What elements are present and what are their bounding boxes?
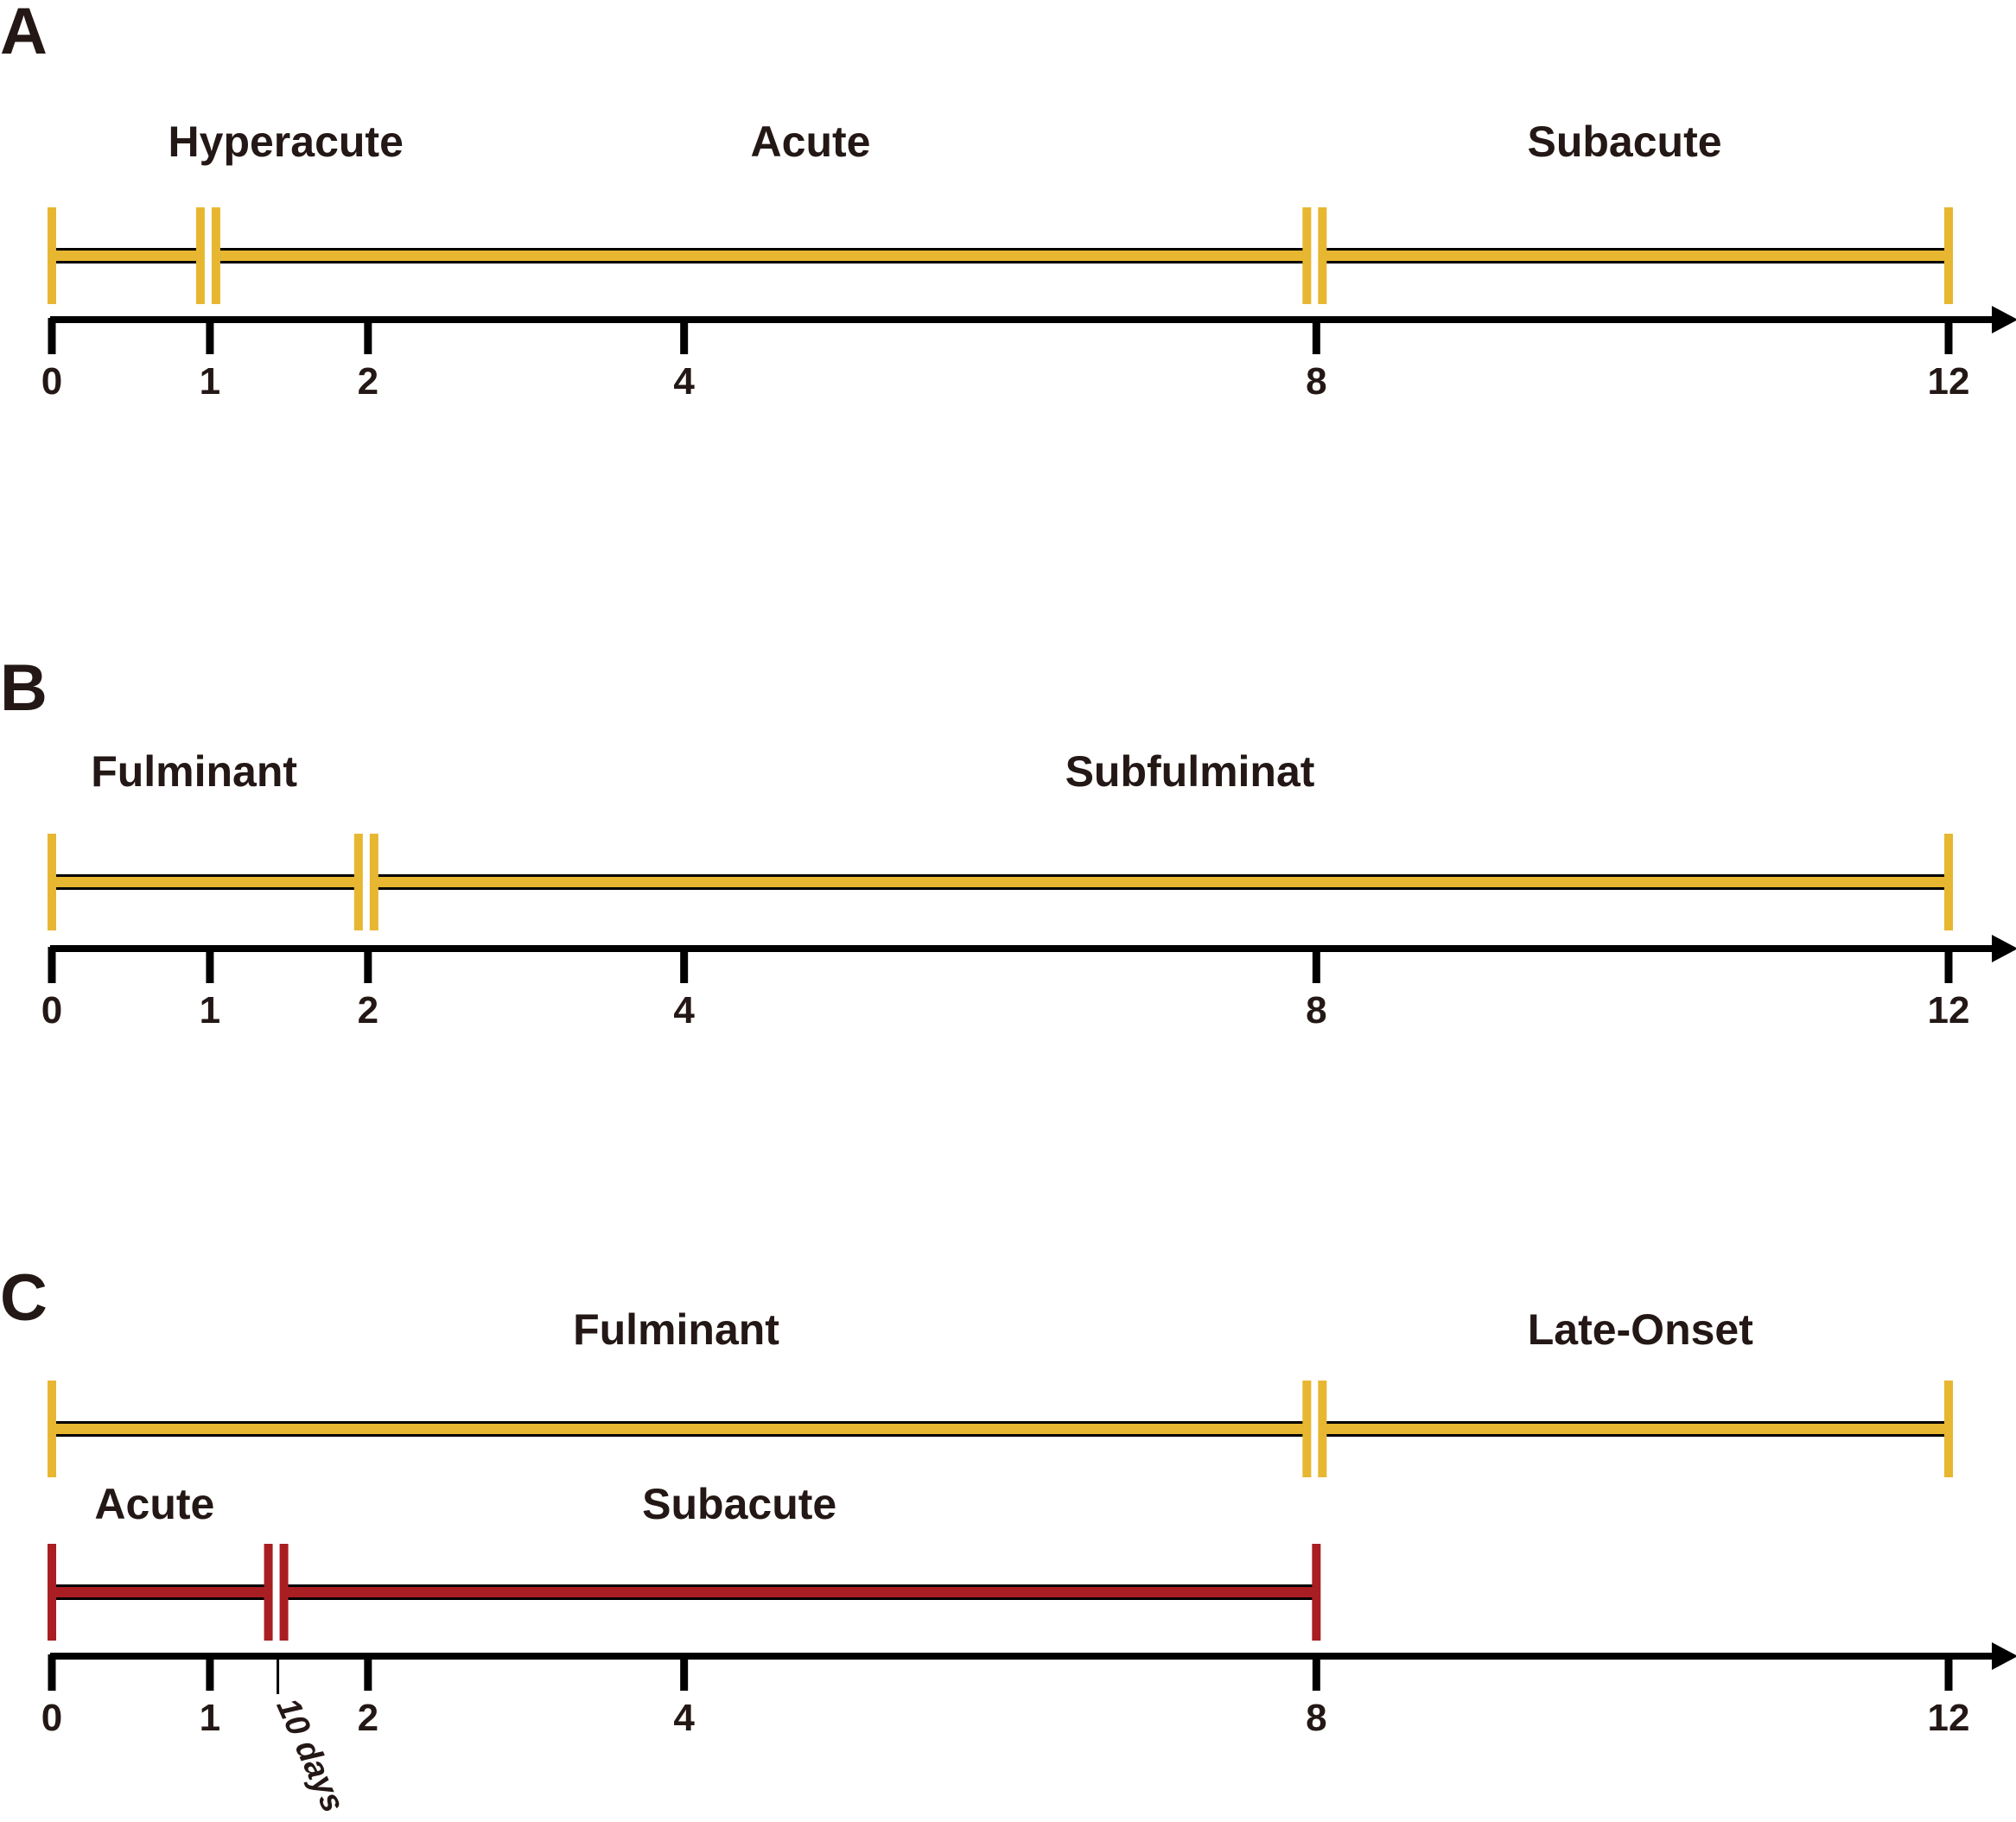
phase-bar-endcap bbox=[1944, 1381, 1953, 1477]
phase-bar-endcap bbox=[1312, 1544, 1321, 1641]
axis-arrowhead bbox=[1992, 1642, 2016, 1670]
phase-bar-segment bbox=[1324, 251, 1949, 261]
tick-label-1: 1 bbox=[200, 989, 220, 1032]
phase-bar-segment bbox=[217, 251, 1309, 261]
phase-bar-endcap bbox=[1944, 207, 1953, 304]
phase-bar-segment bbox=[52, 877, 360, 887]
tick-label-1: 1 bbox=[200, 360, 220, 403]
tick-label-2: 2 bbox=[358, 989, 378, 1032]
phase-break-marker-right bbox=[1318, 207, 1327, 304]
panel-letter-b: B bbox=[0, 651, 48, 725]
phase-label-late-onset: Late-Onset bbox=[1528, 1305, 1754, 1354]
axis-arrowhead bbox=[1992, 935, 2016, 962]
phase-break-marker-left bbox=[264, 1544, 273, 1641]
phase-bar-endcap bbox=[48, 834, 56, 930]
phase-break-marker-left bbox=[1302, 1381, 1312, 1477]
phase-bar-segment bbox=[52, 1424, 1309, 1434]
phase-bar-segment bbox=[52, 251, 202, 261]
panel-letter-a: A bbox=[0, 0, 48, 68]
tick-label-0: 0 bbox=[41, 989, 62, 1032]
phase-break-marker-left bbox=[1302, 207, 1312, 304]
phase-bar-segment bbox=[1324, 1424, 1949, 1434]
tick-label-10-days: 10 days bbox=[269, 1693, 351, 1818]
phase-label-subfulminat: Subfulminat bbox=[1065, 747, 1315, 796]
phase-break-marker-left bbox=[195, 207, 205, 304]
tick-label-8: 8 bbox=[1306, 989, 1326, 1032]
phase-break-marker-right bbox=[211, 207, 220, 304]
phase-bar-segment bbox=[375, 877, 1949, 887]
phase-label-fulminant: Fulminant bbox=[91, 747, 297, 796]
phase-bar-endcap bbox=[48, 207, 56, 304]
phase-label-subacute: Subacute bbox=[1527, 117, 1721, 166]
phase-bar-segment bbox=[52, 1587, 270, 1597]
tick-label-4: 4 bbox=[673, 989, 695, 1032]
phase-bar-endcap bbox=[48, 1544, 56, 1641]
tick-label-8: 8 bbox=[1306, 360, 1326, 403]
phase-break-marker-right bbox=[369, 834, 378, 930]
tick-label-12: 12 bbox=[1928, 989, 1970, 1032]
tick-label-8: 8 bbox=[1306, 1697, 1326, 1739]
phase-label-acute: Acute bbox=[751, 117, 871, 166]
tick-label-2: 2 bbox=[358, 360, 378, 403]
phase-bar-endcap bbox=[48, 1381, 56, 1477]
tick-label-4: 4 bbox=[673, 1697, 695, 1739]
phase-label-hyperacute: Hyperacute bbox=[169, 117, 404, 166]
phase-bar-segment bbox=[285, 1587, 1317, 1597]
tick-label-12: 12 bbox=[1928, 1697, 1970, 1739]
phase-break-marker-right bbox=[279, 1544, 289, 1641]
phase-label-acute: Acute bbox=[94, 1480, 214, 1528]
phase-break-marker-left bbox=[353, 834, 363, 930]
tick-label-0: 0 bbox=[41, 360, 62, 403]
axis-arrowhead bbox=[1992, 306, 2016, 333]
panel-letter-c: C bbox=[0, 1261, 48, 1335]
tick-label-0: 0 bbox=[41, 1697, 62, 1739]
phase-break-marker-right bbox=[1318, 1381, 1327, 1477]
tick-label-2: 2 bbox=[358, 1697, 378, 1739]
phase-label-fulminant: Fulminant bbox=[573, 1305, 779, 1354]
tick-label-1: 1 bbox=[200, 1697, 220, 1739]
phase-bar-endcap bbox=[1944, 834, 1953, 930]
tick-label-4: 4 bbox=[673, 360, 695, 403]
phase-label-subacute: Subacute bbox=[642, 1480, 836, 1528]
tick-label-12: 12 bbox=[1928, 360, 1970, 403]
